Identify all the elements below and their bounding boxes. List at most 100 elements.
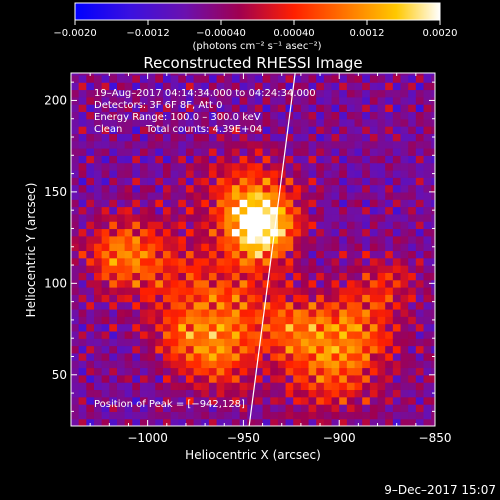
heatmap-cell	[408, 352, 417, 361]
heatmap-cell	[339, 89, 348, 98]
heatmap-cell	[224, 308, 233, 317]
heatmap-cell	[346, 301, 356, 310]
heatmap-cell	[385, 155, 394, 164]
heatmap-cell	[224, 382, 233, 391]
heatmap-cell	[216, 323, 225, 332]
heatmap-cell	[185, 184, 195, 193]
heatmap-cell	[270, 74, 279, 83]
heatmap-cell	[71, 404, 80, 412]
heatmap-cell	[377, 374, 386, 383]
heatmap-cell	[170, 235, 179, 244]
heatmap-cell	[93, 316, 103, 325]
heatmap-cell	[308, 228, 317, 237]
heatmap-cell	[423, 345, 432, 354]
heatmap-cell	[208, 235, 218, 244]
heatmap-cell	[201, 111, 210, 120]
heatmap-cell	[71, 272, 80, 281]
heatmap-cell	[408, 374, 417, 383]
heatmap-cell	[400, 279, 409, 288]
heatmap-cell	[124, 96, 133, 105]
heatmap-cell	[423, 74, 432, 83]
heatmap-cell	[86, 111, 95, 120]
heatmap-cell	[308, 352, 317, 361]
heatmap-cell	[254, 360, 264, 369]
heatmap-cell	[71, 301, 80, 310]
heatmap-cell	[101, 250, 110, 259]
heatmap-cell	[300, 243, 310, 252]
heatmap-cell	[201, 418, 210, 426]
heatmap-cell	[308, 73, 317, 76]
heatmap-cell	[323, 82, 333, 91]
heatmap-cell	[423, 73, 432, 76]
heatmap-cell	[147, 374, 156, 383]
heatmap-cell	[285, 118, 294, 127]
heatmap-cell	[362, 221, 371, 230]
heatmap-cell	[293, 265, 302, 273]
heatmap-cell	[162, 89, 172, 98]
heatmap-cell	[277, 89, 287, 98]
heatmap-cell	[101, 111, 110, 120]
heatmap-cell	[385, 213, 394, 222]
heatmap-cell	[208, 272, 218, 281]
heatmap-cell	[93, 147, 103, 156]
heatmap-cell	[362, 360, 371, 369]
heatmap-cell	[369, 374, 379, 383]
heatmap-cell	[323, 382, 333, 391]
heatmap-cell	[362, 169, 371, 178]
heatmap-cell	[385, 316, 394, 325]
heatmap-cell	[86, 147, 95, 156]
heatmap-cell	[193, 308, 202, 317]
heatmap-cell	[408, 323, 417, 332]
heatmap-cell	[109, 140, 118, 149]
heatmap-cell	[293, 250, 302, 259]
heatmap-cell	[362, 257, 371, 266]
heatmap-cell	[316, 345, 325, 354]
heatmap-cell	[254, 250, 264, 259]
heatmap-cell	[132, 74, 141, 83]
heatmap-cell	[86, 104, 95, 113]
heatmap-cell	[193, 118, 202, 127]
heatmap-cell	[308, 104, 317, 113]
heatmap-cell	[224, 221, 233, 230]
heatmap-cell	[293, 396, 302, 405]
heatmap-cell	[193, 140, 202, 149]
heatmap-cell	[354, 382, 363, 391]
heatmap-cell	[208, 418, 218, 426]
heatmap-cell	[201, 82, 210, 91]
heatmap-cell	[285, 96, 294, 105]
heatmap-cell	[216, 206, 225, 215]
heatmap-cell	[323, 301, 333, 310]
heatmap-cell	[400, 184, 409, 193]
heatmap-cell	[270, 250, 279, 259]
heatmap-cell	[132, 367, 141, 376]
heatmap-cell	[277, 118, 287, 127]
heatmap-cell	[400, 162, 409, 171]
heatmap-cell	[377, 169, 386, 178]
heatmap-cell	[423, 250, 432, 259]
heatmap-cell	[247, 345, 256, 354]
heatmap-cell	[124, 396, 133, 405]
heatmap-cell	[400, 74, 409, 83]
heatmap-cell	[71, 89, 80, 98]
x-tick-label: −950	[227, 431, 260, 445]
heatmap-cell	[346, 235, 356, 244]
heatmap-cell	[415, 286, 425, 295]
heatmap-cell	[93, 338, 103, 347]
heatmap-cell	[147, 177, 156, 186]
heatmap-cell	[231, 111, 241, 120]
heatmap-cell	[231, 235, 241, 244]
heatmap-cell	[193, 389, 202, 398]
heatmap-cell	[262, 140, 271, 149]
heatmap-cell	[354, 96, 363, 105]
heatmap-cell	[293, 316, 302, 325]
heatmap-cell	[224, 279, 233, 288]
heatmap-cell	[101, 367, 110, 376]
heatmap-cell	[431, 73, 435, 76]
heatmap-cell	[408, 301, 417, 310]
heatmap-cell	[254, 140, 264, 149]
heatmap-cell	[308, 126, 317, 134]
heatmap-cell	[71, 199, 80, 208]
heatmap-cell	[139, 118, 149, 127]
heatmap-cell	[101, 191, 110, 200]
heatmap-cell	[132, 308, 141, 317]
